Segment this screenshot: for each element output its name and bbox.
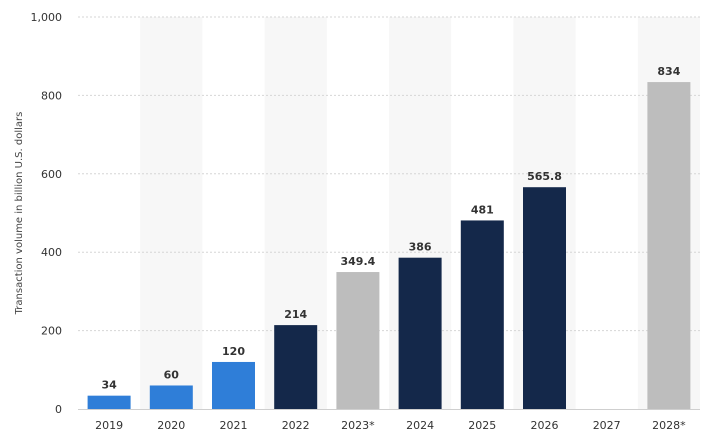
bars	[87, 82, 691, 410]
y-tick-label: 1,000	[31, 11, 63, 24]
y-axis-title: Transaction volume in billion U.S. dolla…	[14, 112, 25, 316]
data-label: 60	[164, 368, 180, 381]
bar[interactable]	[336, 272, 380, 409]
data-label: 481	[471, 203, 494, 216]
bar[interactable]	[398, 257, 442, 409]
x-tick-label: 2028*	[652, 419, 686, 432]
data-label: 120	[222, 345, 245, 358]
data-label: 214	[284, 308, 307, 321]
x-tick-label: 2020	[157, 419, 185, 432]
y-tick-label: 400	[41, 246, 62, 259]
bar[interactable]	[460, 220, 504, 409]
x-tick-label: 2025	[468, 419, 496, 432]
x-tick-label: 2021	[220, 419, 248, 432]
bar[interactable]	[87, 395, 131, 409]
bar[interactable]	[149, 385, 193, 409]
data-label: 565.8	[527, 170, 562, 183]
y-tick-label: 0	[55, 403, 62, 416]
y-tick-label: 800	[41, 89, 62, 102]
x-tick-label: 2024	[406, 419, 434, 432]
x-tick-label: 2022	[282, 419, 310, 432]
data-label: 386	[409, 241, 432, 254]
background-band	[140, 17, 203, 409]
x-tick-label: 2026	[531, 419, 559, 432]
y-axis-tick-labels: 0 200 400 600 800 1,000	[31, 11, 63, 416]
data-label: 34	[101, 379, 117, 392]
y-tick-label: 200	[41, 325, 62, 338]
y-tick-label: 600	[41, 168, 62, 181]
data-label: 834	[657, 65, 680, 78]
data-label: 349.4	[341, 255, 376, 268]
bar[interactable]	[274, 325, 318, 409]
x-tick-label: 2023*	[341, 419, 375, 432]
x-tick-label: 2019	[95, 419, 123, 432]
bar[interactable]	[523, 187, 566, 409]
data-labels: 34 60 120 214 349.4 386 481 565.8 834	[101, 65, 680, 392]
bar[interactable]	[647, 82, 691, 410]
x-axis-tick-labels: 2019 2020 2021 2022 2023* 2024 2025 2026 2027 202…	[95, 419, 686, 432]
bar[interactable]	[212, 361, 255, 409]
x-tick-label: 2027	[593, 419, 621, 432]
